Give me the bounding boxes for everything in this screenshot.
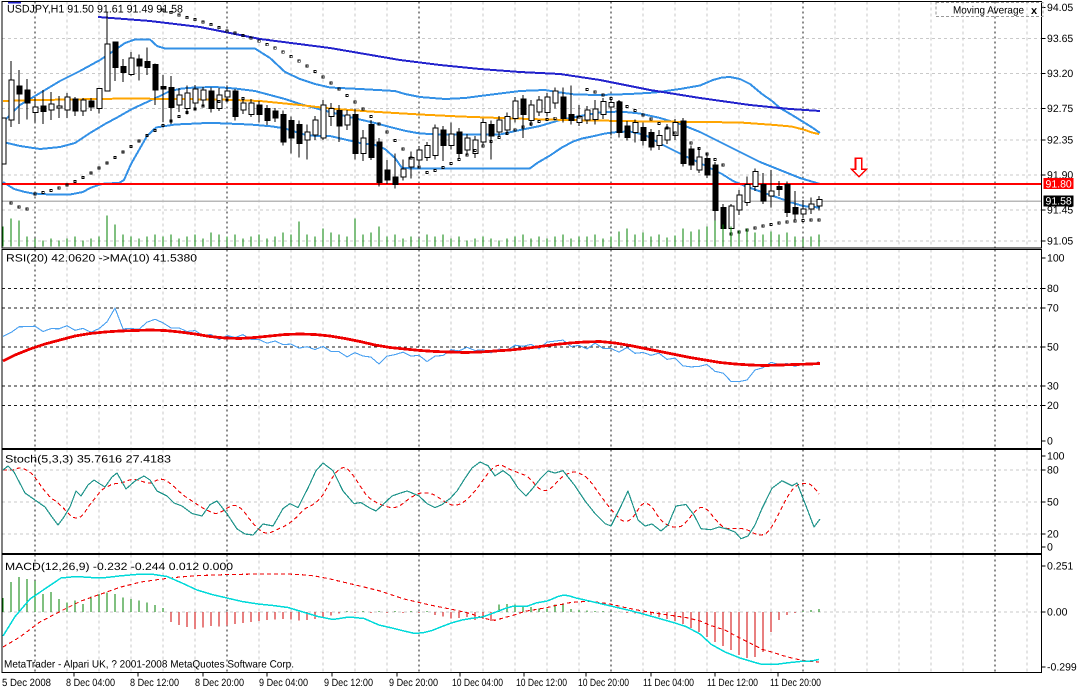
svg-text:0.00: 0.00	[1047, 607, 1068, 619]
svg-text:20: 20	[1047, 400, 1059, 412]
svg-text:11 Dec 04:00: 11 Dec 04:00	[643, 677, 694, 689]
svg-text:91.80: 91.80	[1046, 178, 1072, 190]
svg-text:50: 50	[1047, 342, 1059, 354]
svg-text:8 Dec 04:00: 8 Dec 04:00	[66, 677, 115, 689]
svg-text:94.05: 94.05	[1047, 2, 1073, 14]
svg-text:93.65: 93.65	[1047, 33, 1073, 45]
svg-text:92.35: 92.35	[1047, 134, 1073, 146]
svg-text:0.251: 0.251	[1047, 561, 1073, 573]
svg-text:5 Dec 2008: 5 Dec 2008	[2, 677, 51, 689]
svg-text:Moving Average: Moving Average	[953, 5, 1024, 17]
svg-text:70: 70	[1047, 303, 1059, 315]
svg-text:100: 100	[1047, 253, 1065, 265]
svg-text:50: 50	[1047, 497, 1059, 509]
svg-text:9 Dec 04:00: 9 Dec 04:00	[259, 677, 308, 689]
svg-text:x: x	[1031, 5, 1038, 17]
svg-text:10 Dec 20:00: 10 Dec 20:00	[578, 677, 629, 689]
svg-text:100: 100	[1047, 451, 1065, 463]
svg-text:USDJPY,H1 91.50 91.61 91.49 9: USDJPY,H1 91.50 91.61 91.49 91.58	[7, 4, 183, 16]
svg-text:11 Dec 12:00: 11 Dec 12:00	[707, 677, 758, 689]
svg-text:20: 20	[1047, 528, 1059, 540]
svg-text:30: 30	[1047, 381, 1059, 393]
svg-text:92.75: 92.75	[1047, 103, 1073, 115]
svg-text:8 Dec 12:00: 8 Dec 12:00	[130, 677, 179, 689]
svg-text:0: 0	[1047, 436, 1053, 448]
svg-text:11 Dec 20:00: 11 Dec 20:00	[770, 677, 821, 689]
svg-text:9 Dec 20:00: 9 Dec 20:00	[389, 677, 438, 689]
svg-text:93.20: 93.20	[1047, 68, 1073, 80]
svg-text:10 Dec 04:00: 10 Dec 04:00	[452, 677, 503, 689]
svg-text:0: 0	[1047, 542, 1053, 554]
svg-text:10 Dec 12:00: 10 Dec 12:00	[516, 677, 567, 689]
svg-text:91.05: 91.05	[1047, 236, 1073, 248]
svg-text:91.45: 91.45	[1047, 204, 1073, 216]
svg-text:80: 80	[1047, 465, 1059, 477]
svg-text:RSI(20) 42.0620 ->MA(10) 41.5: RSI(20) 42.0620 ->MA(10) 41.5380	[6, 253, 197, 265]
svg-text:80: 80	[1047, 283, 1059, 295]
svg-text:8 Dec 20:00: 8 Dec 20:00	[195, 677, 244, 689]
svg-text:91.58: 91.58	[1046, 195, 1072, 207]
svg-text:MetaTrader - Alpari UK, ? 2001: MetaTrader - Alpari UK, ? 2001-2008 Meta…	[4, 659, 294, 671]
svg-text:MACD(12,26,9) -0.232 -0.244 0.: MACD(12,26,9) -0.232 -0.244 0.012 0.000	[5, 561, 233, 573]
svg-text:-0.299: -0.299	[1047, 662, 1077, 674]
svg-text:Stoch(5,3,3) 35.7616 27.4183: Stoch(5,3,3) 35.7616 27.4183	[5, 454, 171, 466]
svg-text:9 Dec 12:00: 9 Dec 12:00	[324, 677, 373, 689]
